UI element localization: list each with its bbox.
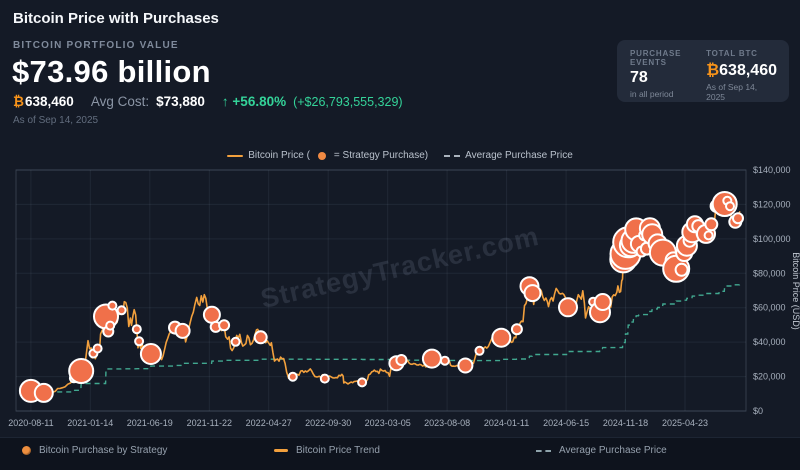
y-tick-label: $60,000: [753, 303, 786, 313]
purchase-bubble[interactable]: [491, 327, 512, 348]
footer-legend-avg-price: Average Purchase Price: [536, 445, 667, 456]
x-tick-label: 2024-01-11: [484, 418, 529, 428]
purchase-bubble[interactable]: [33, 382, 54, 403]
purchase-bubble[interactable]: [218, 319, 231, 332]
x-tick-label: 2022-09-30: [305, 418, 351, 428]
purchase-bubble-icon: [22, 446, 31, 455]
x-tick-label: 2021-11-22: [187, 418, 232, 428]
purchase-events-value: 78: [630, 69, 648, 86]
x-tick-label: 2024-06-15: [543, 418, 589, 428]
footer-legend-label: Average Purchase Price: [559, 445, 667, 456]
price-trend-line-icon: [274, 449, 288, 452]
purchase-bubble[interactable]: [704, 217, 719, 232]
purchase-bubble[interactable]: [287, 371, 298, 382]
purchase-bubble[interactable]: [230, 336, 241, 347]
purchase-events-sub: in all period: [630, 89, 674, 99]
purchase-bubble[interactable]: [105, 320, 116, 331]
as-of-date: As of Sep 14, 2025: [13, 115, 99, 126]
x-tick-label: 2023-03-05: [365, 418, 411, 428]
footer-legend-price-trend: Bitcoin Price Trend: [274, 445, 380, 456]
plot-border: [15, 169, 747, 412]
total-btc-label: TOTAL BTC: [706, 49, 758, 58]
purchase-bubble[interactable]: [107, 300, 118, 311]
x-tick-label: 2021-06-19: [127, 418, 173, 428]
y-axis-title: Bitcoin Price (USD): [791, 252, 800, 330]
x-tick-label: 2024-11-18: [603, 418, 648, 428]
y-tick-label: $20,000: [753, 372, 786, 382]
avg-cost-value: $73,880: [156, 94, 205, 109]
purchase-bubble[interactable]: [523, 284, 542, 303]
portfolio-value: $73.96 billion: [12, 54, 211, 89]
purchase-bubble[interactable]: [674, 262, 689, 277]
y-tick-label: $120,000: [753, 199, 791, 209]
purchase-bubble[interactable]: [202, 305, 221, 324]
x-tick-label: 2023-08-08: [424, 418, 470, 428]
purchase-bubble[interactable]: [68, 358, 95, 384]
btc-symbol: ₿: [13, 94, 25, 110]
y-tick-label: $40,000: [753, 337, 786, 347]
purchase-bubble[interactable]: [510, 323, 523, 336]
purchase-bubble[interactable]: [139, 343, 162, 365]
purchase-bubble[interactable]: [116, 305, 127, 316]
purchase-bubble[interactable]: [593, 293, 612, 311]
price-chart: $0 $20,000 $40,000 $60,000 $80,000 $100,000 $1…: [8, 165, 800, 428]
y-tick-label: $140,000: [753, 165, 791, 175]
purchase-bubble[interactable]: [703, 230, 714, 241]
portfolio-value-label: BITCOIN PORTFOLIO VALUE: [13, 40, 179, 51]
purchase-bubble[interactable]: [558, 297, 578, 318]
purchase-bubble[interactable]: [253, 330, 268, 345]
purchase-events-label: PURCHASE EVENTS: [630, 49, 682, 67]
total-btc-amount: 638,460: [719, 62, 777, 79]
purchase-bubble[interactable]: [725, 201, 735, 212]
purchase-bubble[interactable]: [421, 348, 442, 369]
purchase-bubble[interactable]: [395, 354, 408, 366]
chart-area: Bitcoin Price (= Strategy Purchase) Aver…: [0, 140, 800, 435]
portfolio-stats-row: ₿638,460 Avg Cost: $73,880 ↑ +56.80% (+$…: [13, 94, 403, 110]
footer-legend-label: Bitcoin Price Trend: [296, 445, 380, 456]
x-tick-label: 2020-08-11: [8, 418, 53, 428]
x-tick-label: 2025-04-23: [662, 418, 708, 428]
gain-absolute: (+$26,793,555,329): [293, 95, 403, 109]
page-title: Bitcoin Price with Purchases: [13, 10, 219, 27]
y-tick-label: $100,000: [753, 234, 791, 244]
average-purchase-price-line: [30, 283, 741, 393]
purchase-bubble[interactable]: [357, 377, 368, 388]
x-tick-label: 2022-04-27: [246, 418, 292, 428]
btc-holdings: ₿638,460: [13, 94, 74, 110]
gain-percent: ↑ +56.80%: [221, 94, 287, 109]
footer-legend-label: Bitcoin Purchase by Strategy: [39, 445, 168, 456]
purchase-bubble[interactable]: [134, 336, 145, 347]
purchase-bubble[interactable]: [92, 343, 103, 354]
y-tick-label: $0: [753, 406, 763, 416]
btc-symbol: ₿: [706, 60, 720, 79]
footer-legend-purchases: Bitcoin Purchase by Strategy: [22, 445, 167, 456]
stat-total-btc: TOTAL BTC ₿638,460 As of Sep 14, 2025: [706, 49, 777, 102]
avg-price-dash-icon: [536, 449, 551, 452]
y-tick-label: $80,000: [753, 268, 786, 278]
x-tick-label: 2021-01-14: [67, 418, 113, 428]
total-btc-sub: As of Sep 14, 2025: [706, 82, 758, 102]
stats-card: PURCHASE EVENTS 78 in all period TOTAL B…: [617, 40, 789, 102]
purchase-bubble[interactable]: [174, 322, 191, 339]
btc-amount: 638,460: [25, 94, 74, 109]
purchase-bubble[interactable]: [319, 373, 330, 384]
purchase-bubble[interactable]: [131, 324, 142, 335]
purchase-bubble[interactable]: [439, 355, 450, 366]
purchase-bubble[interactable]: [457, 357, 474, 374]
purchase-bubble[interactable]: [474, 345, 485, 356]
total-btc-value: ₿638,460: [706, 60, 777, 80]
footer-legend-bar: Bitcoin Purchase by Strategy Bitcoin Pri…: [0, 437, 800, 470]
stat-purchase-events: PURCHASE EVENTS 78 in all period: [630, 49, 684, 102]
purchase-bubble[interactable]: [732, 212, 744, 225]
avg-cost-label: Avg Cost:: [90, 94, 150, 109]
